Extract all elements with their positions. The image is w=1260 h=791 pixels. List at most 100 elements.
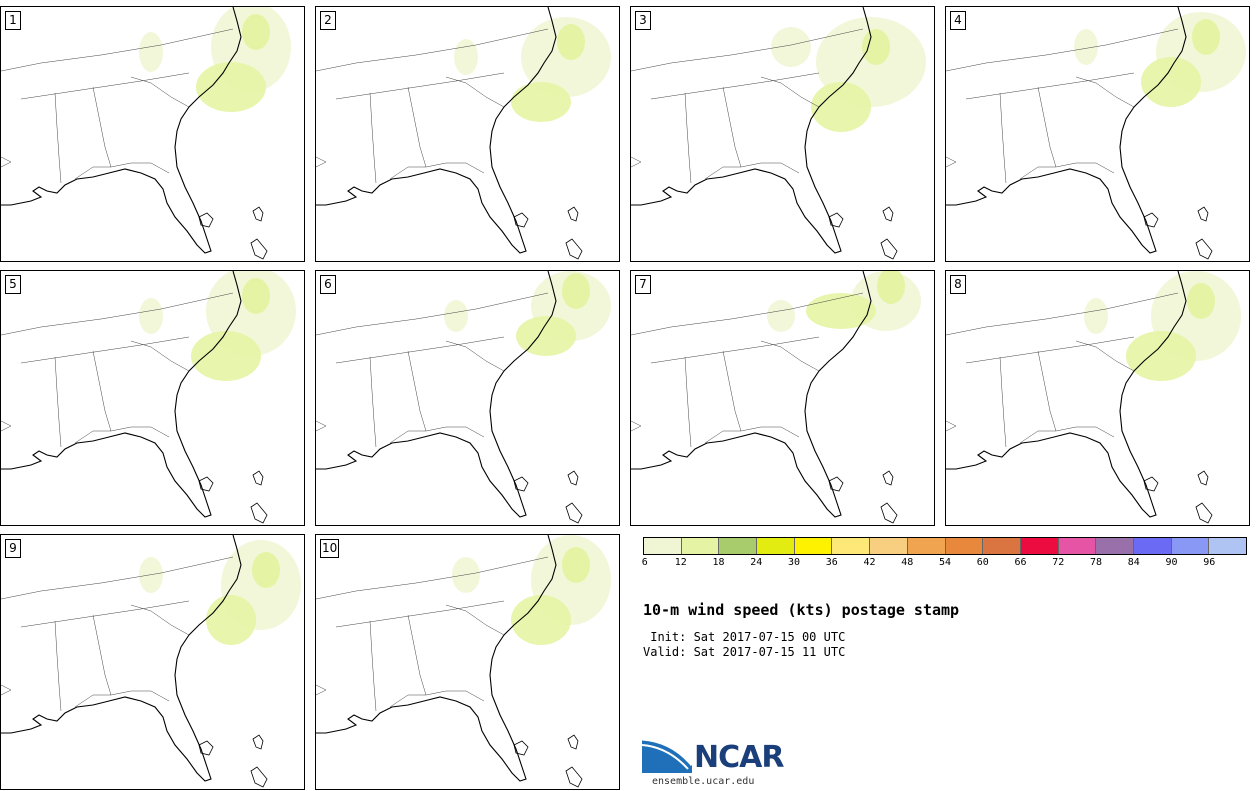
state-border (965, 336, 1135, 364)
state-border (631, 156, 642, 168)
island-outline (882, 470, 894, 486)
coastline (946, 271, 1187, 518)
state-border (316, 28, 549, 72)
state-border (965, 72, 1135, 100)
state-border (1, 420, 12, 432)
member-number: 8 (950, 275, 966, 294)
member-number: 10 (320, 539, 340, 558)
state-border (1055, 162, 1115, 174)
island-outline (1143, 212, 1159, 228)
stamp-map (1, 7, 291, 260)
colorbar-tick-label: 30 (787, 557, 801, 568)
wind-speed-shading-core (1187, 283, 1215, 319)
state-border (1055, 426, 1115, 438)
colorbar-tick-label: 6 (641, 557, 648, 568)
member-number: 6 (320, 275, 336, 294)
wind-speed-shading (771, 27, 811, 67)
wind-speed-shading (139, 298, 163, 334)
island-outline (252, 734, 264, 750)
state-border (740, 162, 800, 174)
colorbar-swatch (832, 538, 871, 554)
state-border (425, 690, 485, 702)
state-border (946, 420, 957, 432)
state-border (722, 350, 742, 432)
island-outline (250, 502, 268, 524)
colorbar-swatch (870, 538, 908, 554)
stamp-panel-8: 8 (945, 270, 1250, 526)
stamp-panel-6: 6 (315, 270, 620, 526)
state-border (704, 430, 741, 444)
wind-speed-shading-core (242, 14, 270, 50)
state-border (20, 600, 190, 628)
stamp-map (316, 271, 611, 524)
wind-speed-shading (139, 557, 163, 593)
wind-speed-shading-core (877, 271, 905, 304)
state-border (130, 76, 190, 108)
wind-speed-shading (806, 293, 876, 329)
island-outline (828, 212, 844, 228)
coastline (1, 7, 242, 254)
member-number: 4 (950, 11, 966, 30)
state-border (92, 86, 112, 168)
colorbar-swatch (1096, 538, 1134, 554)
colorbar-tick-label: 96 (1203, 557, 1216, 568)
stamp-map (1, 535, 301, 788)
wind-speed-shading (454, 39, 478, 75)
island-outline (252, 206, 264, 222)
wind-speed-shading (811, 82, 871, 132)
init-time: Init: Sat 2017-07-15 00 UTC (643, 630, 846, 644)
state-border (20, 336, 190, 364)
state-border (316, 156, 327, 168)
state-border (407, 350, 427, 432)
state-border (20, 72, 190, 100)
island-outline (880, 238, 898, 260)
state-border (1075, 76, 1135, 108)
island-outline (828, 476, 844, 492)
state-border (999, 356, 1007, 448)
member-number: 3 (635, 11, 651, 30)
wind-speed-shading (1084, 298, 1108, 334)
member-number: 2 (320, 11, 336, 30)
state-border (999, 92, 1007, 184)
stamp-panel-9: 9 (0, 534, 305, 790)
state-border (425, 162, 485, 174)
colorbar-tick-label: 42 (863, 557, 876, 568)
island-outline (513, 212, 529, 228)
coastline (946, 7, 1187, 254)
state-border (631, 420, 642, 432)
island-outline (250, 238, 268, 260)
state-border (92, 614, 112, 696)
colorbar-tick-label: 12 (674, 557, 687, 568)
state-border (946, 28, 1179, 72)
state-border (316, 684, 327, 696)
state-border (335, 600, 505, 628)
wind-speed-shading (516, 316, 576, 356)
state-border (1, 292, 234, 336)
state-border (407, 86, 427, 168)
state-border (1019, 166, 1056, 180)
wind-speed-colorbar (643, 537, 1247, 555)
wind-speed-shading (511, 82, 571, 122)
wind-speed-shading-core (1192, 19, 1220, 55)
state-border (1075, 340, 1135, 372)
state-border (54, 92, 62, 184)
colorbar-tick-label: 36 (825, 557, 838, 568)
stamp-map (1, 271, 296, 524)
state-border (445, 340, 505, 372)
colorbar-swatch (983, 538, 1021, 554)
stamp-panel-1: 1 (0, 6, 305, 262)
wind-speed-shading (452, 557, 480, 593)
state-border (445, 76, 505, 108)
state-border (369, 356, 377, 448)
island-outline (250, 766, 268, 788)
state-border (316, 420, 327, 432)
stamp-panel-10: 10 (315, 534, 620, 790)
stamp-map (316, 7, 611, 260)
state-border (1, 28, 234, 72)
wind-speed-shading (511, 595, 571, 645)
island-outline (567, 470, 579, 486)
state-border (760, 76, 820, 108)
state-border (110, 162, 170, 174)
plot-title: 10-m wind speed (kts) postage stamp (643, 601, 960, 619)
coastline (316, 271, 557, 518)
